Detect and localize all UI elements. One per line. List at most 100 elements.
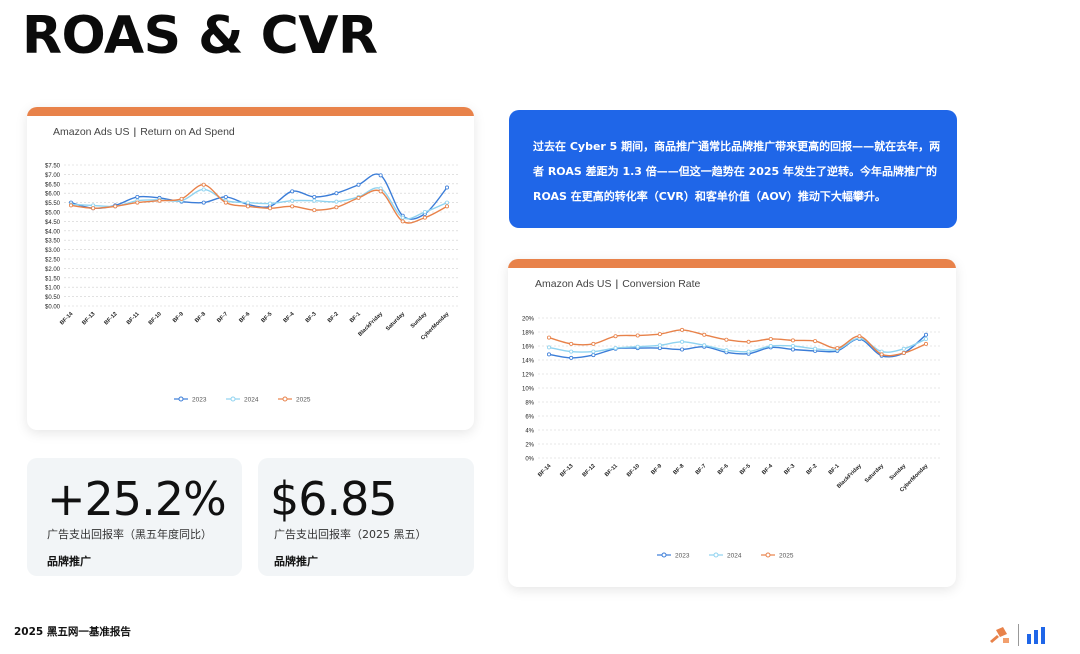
x-tick-label: BF-7 <box>216 311 229 324</box>
data-point-2023 <box>290 189 295 194</box>
x-tick-label: BF-4 <box>761 463 775 477</box>
x-tick-label: BF-4 <box>283 311 297 325</box>
data-point-2023 <box>680 347 685 352</box>
legend-marker-2024 <box>230 396 236 402</box>
data-point-2023 <box>547 352 552 357</box>
x-tick-label: BF-10 <box>626 463 641 478</box>
data-point-2023 <box>591 353 596 358</box>
data-point-2025 <box>290 204 295 209</box>
y-tick-label: $3.50 <box>45 239 61 245</box>
legend-marker-2023 <box>661 552 667 558</box>
x-tick-label: BF-11 <box>604 463 619 478</box>
x-tick-label: BF-3 <box>305 311 318 324</box>
data-point-2024 <box>813 346 818 351</box>
data-point-2025 <box>91 206 96 211</box>
data-point-2025 <box>613 334 618 339</box>
card-accent-bar <box>508 259 956 268</box>
data-point-2024 <box>901 346 906 351</box>
data-point-2025 <box>422 215 427 220</box>
cvr-chart-title: Amazon Ads US | Conversion Rate <box>535 278 700 290</box>
data-point-2024 <box>569 349 574 354</box>
roas-chart-title-left: Amazon Ads US <box>53 126 130 138</box>
data-point-2025 <box>857 334 862 339</box>
kpi-description: 广告支出回报率（2025 黑五） <box>274 528 427 541</box>
kpi-card-yoy: +25.2% 广告支出回报率（黑五年度同比） 品牌推广 <box>27 458 242 576</box>
data-point-2025 <box>113 204 118 209</box>
x-tick-label: Saturday <box>385 311 407 333</box>
data-point-2024 <box>547 345 552 350</box>
data-point-2024 <box>635 344 640 349</box>
data-point-2025 <box>312 208 317 213</box>
legend-label: 2023 <box>192 397 207 404</box>
y-tick-label: $5.00 <box>45 211 61 217</box>
y-tick-label: $7.50 <box>45 164 61 170</box>
y-tick-label: $1.00 <box>45 286 61 292</box>
insight-callout: 过去在 Cyber 5 期间，商品推广通常比品牌推广带来更高的回报——就在去年，… <box>509 110 957 228</box>
data-point-2023 <box>356 182 361 187</box>
series-line-2023 <box>548 334 927 359</box>
x-tick-label: Sunday <box>889 463 908 482</box>
data-point-2024 <box>444 200 449 205</box>
data-point-2025 <box>591 341 596 346</box>
data-point-2024 <box>724 348 729 353</box>
cvr-chart-title-left: Amazon Ads US <box>535 278 612 290</box>
y-tick-label: $4.50 <box>45 220 61 226</box>
y-tick-label: $1.50 <box>45 276 61 282</box>
data-point-2024 <box>268 201 273 206</box>
legend-label: 2024 <box>727 553 742 560</box>
x-tick-label: BF-5 <box>260 311 273 324</box>
data-point-2024 <box>245 200 250 205</box>
y-tick-label: $3.00 <box>45 248 61 254</box>
cvr-chart-title-right: Conversion Rate <box>622 278 701 290</box>
data-point-2023 <box>201 200 206 205</box>
roas-line-chart: $0.00 $0.50 $1.00 $1.50 $2.00 $2.50 $3.00 $3.50… <box>45 164 458 404</box>
data-point-2025 <box>923 341 928 346</box>
cvr-line-chart: 0% 2% 4% 6% 8% 10% 12% 14% 16% 18% 20% BF-14 BF-13 BF… <box>522 317 940 560</box>
data-point-2025 <box>268 206 273 211</box>
x-tick-label: BF-1 <box>828 463 841 476</box>
data-point-2024 <box>923 337 928 342</box>
x-tick-label: BlackFriday <box>357 311 384 338</box>
data-point-2024 <box>746 349 751 354</box>
data-point-2025 <box>400 219 405 224</box>
insight-text: 过去在 Cyber 5 期间，商品推广通常比品牌推广带来更高的回报——就在去年，… <box>533 140 941 203</box>
data-point-2024 <box>657 343 662 348</box>
y-tick-label: 6% <box>525 415 534 421</box>
data-point-2025 <box>901 351 906 356</box>
x-tick-label: BF-5 <box>739 463 752 476</box>
data-point-2025 <box>724 337 729 342</box>
kpi-tag: 品牌推广 <box>47 555 91 568</box>
data-point-2024 <box>702 343 707 348</box>
y-tick-label: 16% <box>522 345 535 351</box>
y-tick-label: 18% <box>522 331 535 337</box>
data-point-2023 <box>135 194 140 199</box>
kpi-tag: 品牌推广 <box>274 555 318 568</box>
y-tick-label: $5.50 <box>45 201 61 207</box>
x-tick-label: BF-1 <box>349 311 362 324</box>
data-point-2025 <box>69 203 74 208</box>
legend-marker-2025 <box>282 396 288 402</box>
data-point-2025 <box>334 205 339 210</box>
data-point-2023 <box>223 194 228 199</box>
legend-marker-2025 <box>765 552 771 558</box>
legend-label: 2025 <box>296 397 311 404</box>
hammer-logo-icon <box>990 627 1009 643</box>
data-point-2025 <box>768 337 773 342</box>
data-point-2023 <box>378 173 383 178</box>
kpi-description: 广告支出回报率（黑五年度同比） <box>47 528 212 541</box>
x-tick-label: BF-11 <box>126 311 141 326</box>
data-point-2025 <box>657 332 662 337</box>
data-point-2025 <box>179 196 184 201</box>
y-tick-label: $6.00 <box>45 192 61 198</box>
kpi-card-roas: $6.85 广告支出回报率（2025 黑五） 品牌推广 <box>258 458 474 576</box>
data-point-2025 <box>702 332 707 337</box>
x-tick-label: BF-2 <box>805 463 818 476</box>
kpi-value: +25.2% <box>47 472 227 526</box>
data-point-2025 <box>746 339 751 344</box>
x-tick-label: BF-7 <box>695 463 708 476</box>
data-point-2024 <box>400 215 405 220</box>
series-line-2023 <box>70 173 448 220</box>
x-tick-label: BF-2 <box>327 311 340 324</box>
data-point-2023 <box>334 191 339 196</box>
x-tick-label: BF-12 <box>103 311 118 326</box>
